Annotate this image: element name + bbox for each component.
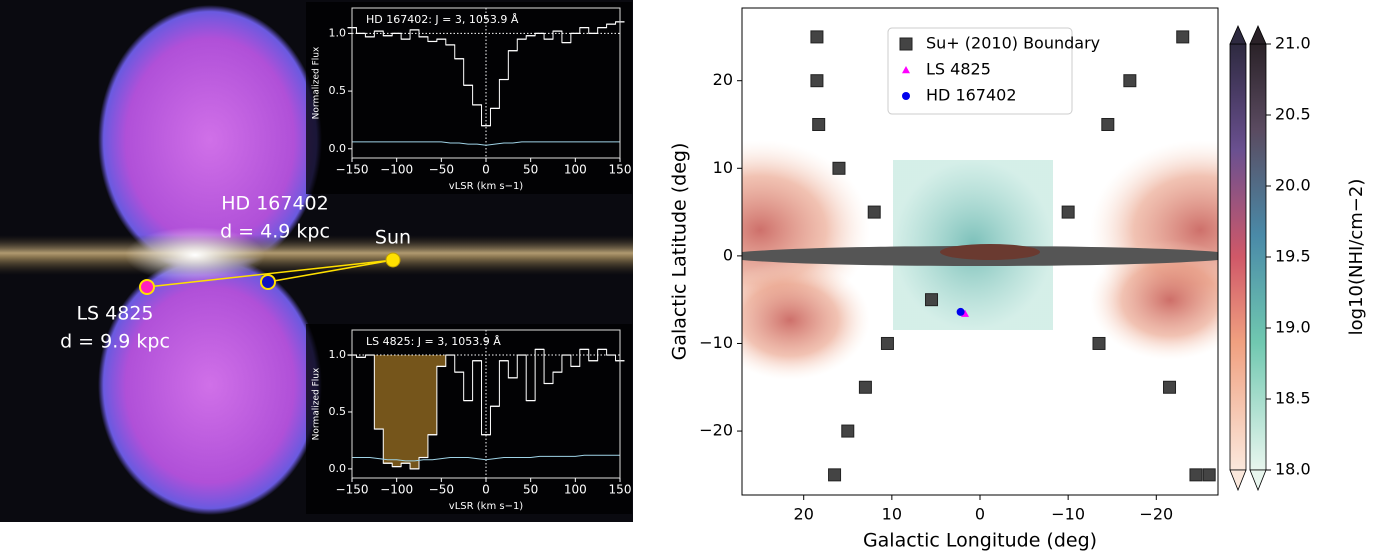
error-line [352, 141, 620, 146]
colorbar-extend [1249, 25, 1267, 45]
colorbar-tick-label: 20.0 [1275, 176, 1311, 195]
marker-square [832, 161, 846, 175]
y-tick-label: −10 [699, 333, 733, 352]
marker-square [1176, 30, 1190, 44]
colorbar-label: log10(NHI/cm−2) [1346, 179, 1367, 336]
y-axis-label: Normalized Flux [312, 46, 322, 119]
marker-square [1061, 205, 1075, 219]
y-tick-label: 0.5 [329, 84, 347, 97]
legend-box [887, 27, 1073, 115]
marker-square [1101, 117, 1115, 131]
marker-square [1123, 74, 1137, 88]
legend-label: HD 167402 [926, 86, 1017, 105]
marker-square [1163, 380, 1177, 394]
inset-bg [306, 2, 632, 194]
marker-square [1092, 336, 1106, 350]
x-tick-label: −50 [429, 163, 454, 177]
colorbar-tick-label: 21.0 [1275, 34, 1311, 53]
legend-label: LS 4825 [926, 60, 991, 79]
error-line [352, 454, 620, 462]
colorbar-tick-label: 19.0 [1275, 318, 1311, 337]
x-tick-label: 100 [564, 163, 587, 177]
x-tick-label: 0 [975, 505, 985, 524]
inset-title: HD 167402: J = 3, 1053.9 Å [366, 13, 519, 26]
marker-square [899, 37, 913, 51]
marker-square [880, 336, 894, 350]
colorbar-tick-label: 20.5 [1275, 105, 1311, 124]
map-background [742, 140, 1218, 380]
marker-square [828, 468, 842, 482]
y-tick-label: 10 [713, 158, 733, 177]
y-tick-label: 1.0 [329, 26, 347, 39]
colorbar-tick-label: 19.5 [1275, 247, 1311, 266]
y-tick-label: 0 [723, 245, 733, 264]
x-tick-label: 0 [482, 163, 490, 177]
marker-circle [902, 92, 910, 100]
label: HD 167402 [221, 193, 329, 215]
x-tick-label: 0 [482, 483, 490, 497]
marker-square [925, 293, 939, 307]
marker-square [1189, 468, 1203, 482]
marker-square [867, 205, 881, 219]
marker-square [810, 30, 824, 44]
legend-label: Su+ (2010) Boundary [926, 34, 1100, 53]
marker-triangle [902, 66, 910, 74]
y-tick-label: 0.0 [329, 142, 347, 155]
x-tick-label: 150 [609, 483, 632, 497]
x-tick-label: 10 [882, 505, 902, 524]
y-tick-label: −20 [699, 421, 733, 440]
x-tick-label: 50 [523, 483, 538, 497]
colorbar [1229, 43, 1247, 471]
x-tick-label: −10 [1051, 505, 1085, 524]
y-axis-label: Normalized Flux [312, 367, 322, 440]
colorbar-tick-label: 18.5 [1275, 389, 1311, 408]
x-tick-label: 50 [523, 163, 538, 177]
y-tick-label: 20 [713, 70, 733, 89]
colorbar-extend [1229, 25, 1247, 45]
x-tick-label: −100 [380, 163, 413, 177]
inset-title: LS 4825: J = 3, 1053.9 Å [366, 335, 501, 348]
marker-square [858, 380, 872, 394]
colorbar-extend [1229, 469, 1247, 492]
marker-square [841, 424, 855, 438]
x-tick-label: −100 [380, 483, 413, 497]
y-tick-label: 0.5 [329, 405, 347, 418]
marker-circle [956, 307, 965, 316]
x-tick-label: −20 [1139, 505, 1173, 524]
x-tick-label: 20 [794, 505, 814, 524]
colorbar-extend [1249, 469, 1267, 492]
label: d = 9.9 kpc [60, 331, 170, 353]
x-tick-label: −150 [336, 163, 369, 177]
marker-square [1202, 468, 1216, 482]
marker-square [812, 117, 826, 131]
inset-bg [306, 324, 632, 514]
colorbar [1249, 43, 1267, 471]
label: Sun [375, 227, 411, 249]
x-tick-label: 150 [609, 163, 632, 177]
x-tick-label: −50 [429, 483, 454, 497]
label: d = 4.9 kpc [220, 221, 330, 243]
colorbar-tick-label: 18.0 [1275, 460, 1311, 479]
x-axis-label: Galactic Longitude (deg) [863, 530, 1097, 552]
x-axis-label: vLSR (km s−1) [449, 181, 524, 192]
x-axis-label: vLSR (km s−1) [449, 501, 524, 512]
y-tick-label: 0.0 [329, 462, 347, 475]
x-tick-label: 100 [564, 483, 587, 497]
x-tick-label: −150 [336, 483, 369, 497]
label: LS 4825 [76, 303, 153, 325]
y-axis-label: Galactic Latitude (deg) [669, 143, 691, 361]
marker-square [810, 74, 824, 88]
y-tick-label: 1.0 [329, 348, 347, 361]
